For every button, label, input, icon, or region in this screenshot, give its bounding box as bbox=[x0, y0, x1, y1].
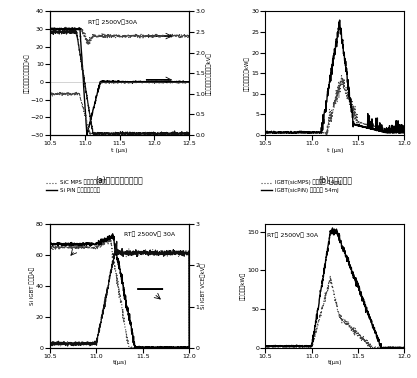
Text: RT、 2500V、30A: RT、 2500V、30A bbox=[88, 19, 137, 25]
X-axis label: t(μs): t(μs) bbox=[328, 360, 342, 366]
Text: (b)二极管功耗: (b)二极管功耗 bbox=[318, 175, 352, 184]
Y-axis label: 开关功耗（kW）: 开关功耗（kW） bbox=[241, 272, 246, 300]
Text: (a)二极管电流和电压: (a)二极管电流和电压 bbox=[95, 175, 143, 184]
Y-axis label: 开关功率损耗（kW）: 开关功率损耗（kW） bbox=[244, 56, 250, 91]
Y-axis label: 自由旋转二极管电压（kV）: 自由旋转二极管电压（kV） bbox=[206, 52, 212, 94]
X-axis label: t (μs): t (μs) bbox=[111, 148, 128, 153]
Text: RT、 2500V、 30A: RT、 2500V、 30A bbox=[124, 232, 175, 237]
Legend: IGBT(sicMPS) 开启能量 34mJ, IGBT(sicPiN) 开启能量 54mJ: IGBT(sicMPS) 开启能量 34mJ, IGBT(sicPiN) 开启能… bbox=[261, 180, 342, 193]
Y-axis label: Si IGBT 电流（A）: Si IGBT 电流（A） bbox=[29, 267, 35, 305]
X-axis label: t(μs): t(μs) bbox=[112, 360, 127, 366]
Text: RT、 2500V、 30A: RT、 2500V、 30A bbox=[267, 232, 319, 238]
Y-axis label: Si IGBT VCE（kV）: Si IGBT VCE（kV） bbox=[201, 263, 206, 309]
X-axis label: t (μs): t (μs) bbox=[327, 148, 343, 153]
Y-axis label: 自由旋转二极管电流（A）: 自由旋转二极管电流（A） bbox=[24, 53, 29, 93]
Legend: SiC MPS 作为惰性二极管, Si PiN 作为惰性二极管: SiC MPS 作为惰性二极管, Si PiN 作为惰性二极管 bbox=[46, 180, 106, 193]
